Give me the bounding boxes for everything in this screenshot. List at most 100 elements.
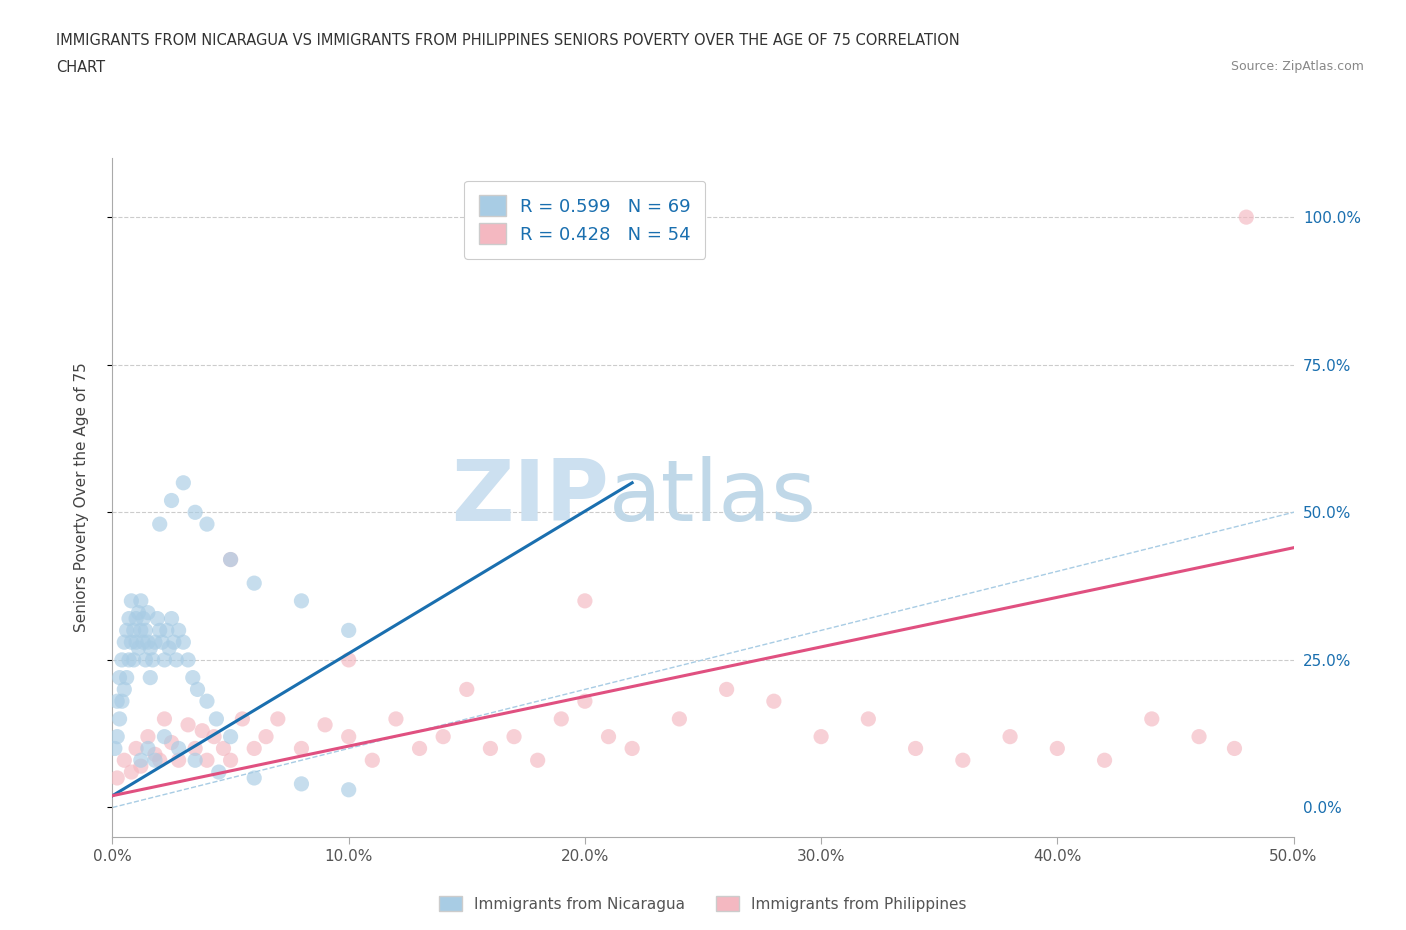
Point [219, 552, 242, 567]
Point [195, 694, 218, 709]
Point [149, 752, 172, 767]
Point [129, 759, 152, 774]
Point [181, 671, 204, 685]
Point [105, 694, 128, 709]
Point [142, 653, 165, 668]
Point [112, 682, 135, 697]
Point [904, 741, 927, 756]
Point [125, 611, 148, 626]
Point [998, 729, 1021, 744]
Point [191, 724, 214, 738]
Point [314, 717, 336, 732]
Point [202, 729, 225, 744]
Point [762, 694, 785, 709]
Point [1140, 711, 1163, 726]
Point [111, 694, 134, 709]
Text: IMMIGRANTS FROM NICARAGUA VS IMMIGRANTS FROM PHILIPPINES SENIORS POVERTY OVER TH: IMMIGRANTS FROM NICARAGUA VS IMMIGRANTS … [56, 33, 960, 47]
Point [526, 752, 548, 767]
Point [167, 741, 190, 756]
Point [172, 475, 194, 490]
Point [143, 635, 166, 650]
Point [337, 729, 360, 744]
Point [136, 729, 159, 744]
Point [146, 611, 169, 626]
Text: CHART: CHART [56, 60, 105, 75]
Point [122, 623, 145, 638]
Text: atlas: atlas [609, 456, 817, 539]
Point [231, 711, 253, 726]
Point [337, 782, 360, 797]
Point [184, 752, 207, 767]
Point [716, 682, 738, 697]
Point [385, 711, 408, 726]
Point [105, 729, 128, 744]
Point [1234, 209, 1257, 224]
Point [208, 764, 231, 779]
Point [212, 741, 235, 756]
Point [129, 752, 152, 767]
Point [157, 641, 180, 656]
Point [361, 752, 384, 767]
Point [810, 729, 832, 744]
Point [952, 752, 974, 767]
Text: Source: ZipAtlas.com: Source: ZipAtlas.com [1230, 60, 1364, 73]
Point [129, 593, 152, 608]
Point [127, 605, 149, 620]
Point [160, 493, 183, 508]
Point [153, 729, 176, 744]
Point [267, 711, 290, 726]
Point [135, 623, 157, 638]
Point [132, 611, 155, 626]
Point [125, 741, 148, 756]
Point [574, 694, 596, 709]
Point [172, 635, 194, 650]
Point [219, 752, 242, 767]
Point [135, 653, 157, 668]
Point [1094, 752, 1116, 767]
Point [129, 623, 152, 638]
Point [136, 741, 159, 756]
Point [125, 635, 148, 650]
Point [456, 682, 478, 697]
Point [136, 605, 159, 620]
Point [105, 771, 128, 786]
Point [186, 682, 208, 697]
Point [243, 771, 266, 786]
Point [111, 653, 134, 668]
Point [120, 764, 142, 779]
Point [1046, 741, 1069, 756]
Point [115, 623, 138, 638]
Point [149, 623, 172, 638]
Point [243, 576, 266, 591]
Point [177, 653, 200, 668]
Point [290, 777, 312, 791]
Point [1223, 741, 1246, 756]
Text: ZIP: ZIP [451, 456, 609, 539]
Point [167, 752, 190, 767]
Point [108, 671, 131, 685]
Point [118, 611, 141, 626]
Point [127, 641, 149, 656]
Point [337, 623, 360, 638]
Point [153, 653, 176, 668]
Point [108, 711, 131, 726]
Point [550, 711, 572, 726]
Point [621, 741, 644, 756]
Point [139, 641, 162, 656]
Point [143, 752, 166, 767]
Point [132, 635, 155, 650]
Point [156, 623, 179, 638]
Point [139, 671, 162, 685]
Point [195, 752, 218, 767]
Point [136, 635, 159, 650]
Point [120, 635, 142, 650]
Point [167, 623, 190, 638]
Point [149, 517, 172, 532]
Legend: Immigrants from Nicaragua, Immigrants from Philippines: Immigrants from Nicaragua, Immigrants fr… [433, 889, 973, 918]
Point [118, 653, 141, 668]
Point [858, 711, 880, 726]
Point [104, 741, 127, 756]
Point [160, 611, 183, 626]
Point [150, 635, 173, 650]
Y-axis label: Seniors Poverty Over the Age of 75: Seniors Poverty Over the Age of 75 [75, 363, 89, 632]
